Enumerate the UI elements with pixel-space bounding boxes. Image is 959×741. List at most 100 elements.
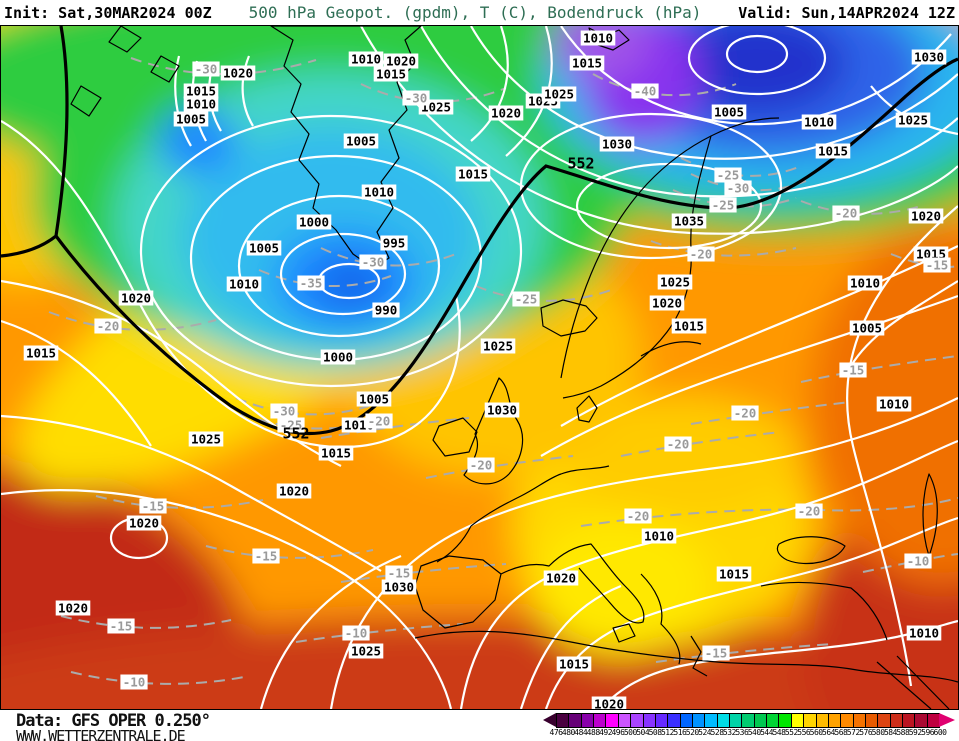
temperature-label: -30 xyxy=(402,90,430,106)
pressure-label: 1010 xyxy=(580,30,616,46)
colorbar-tick: 580 xyxy=(871,728,885,737)
colorbar-segment xyxy=(841,714,854,727)
temperature-label: -20 xyxy=(687,246,715,262)
svg-text:1020: 1020 xyxy=(546,571,576,586)
svg-text:-20: -20 xyxy=(97,319,120,334)
svg-text:1010: 1010 xyxy=(351,52,381,67)
colorbar-tick: 536 xyxy=(735,728,749,737)
pressure-label: 1010 xyxy=(801,114,837,130)
svg-text:1025: 1025 xyxy=(191,432,221,447)
colorbar-tick: 544 xyxy=(760,728,774,737)
colorbar-segment xyxy=(668,714,681,727)
svg-text:-20: -20 xyxy=(470,458,493,473)
colorbar-segment xyxy=(890,714,904,727)
colorbar-tick: 520 xyxy=(685,728,699,737)
svg-text:1020: 1020 xyxy=(279,484,309,499)
pressure-label: 1010 xyxy=(641,528,677,544)
svg-text:-20: -20 xyxy=(368,414,391,429)
pressure-label: 1000 xyxy=(296,214,332,230)
svg-text:1015: 1015 xyxy=(186,84,216,99)
pressure-label: 1010 xyxy=(183,96,219,112)
colorbar-tick: 532 xyxy=(722,728,736,737)
colorbar-segment xyxy=(878,714,891,727)
svg-text:990: 990 xyxy=(375,303,398,318)
colorbar-segment xyxy=(791,714,805,727)
temperature-label: -30 xyxy=(359,254,387,270)
svg-text:-15: -15 xyxy=(110,619,133,634)
svg-text:1020: 1020 xyxy=(594,697,624,710)
colorbar-tick: 556 xyxy=(797,728,811,737)
temperature-label: -30 xyxy=(192,61,220,77)
pressure-label: 1010 xyxy=(906,625,942,641)
svg-text:1010: 1010 xyxy=(644,529,674,544)
website-label: WWW.WETTERZENTRALE.DE xyxy=(16,727,186,741)
svg-text:1020: 1020 xyxy=(223,66,253,81)
svg-text:-20: -20 xyxy=(798,504,821,519)
colorbar-segment xyxy=(767,714,780,727)
pressure-label: 1020 xyxy=(55,600,91,616)
pressure-label: 1020 xyxy=(543,570,579,586)
init-time-label: Init: Sat,30MAR2024 00Z xyxy=(4,3,212,22)
pressure-label: 1015 xyxy=(556,656,592,672)
colorbar-tick: 564 xyxy=(822,728,835,737)
pressure-label: 1015 xyxy=(569,55,605,71)
colorbar-tick: 476 xyxy=(549,728,563,737)
colorbar-segment xyxy=(828,714,842,727)
temperature-label: -10 xyxy=(120,674,148,690)
svg-text:1030: 1030 xyxy=(487,403,517,418)
svg-text:-20: -20 xyxy=(690,247,713,262)
pressure-label: 1005 xyxy=(849,320,885,336)
colorbar-segment xyxy=(692,714,706,727)
svg-text:-15: -15 xyxy=(142,499,165,514)
svg-text:1005: 1005 xyxy=(176,112,206,127)
colorbar-tick: 496 xyxy=(611,728,625,737)
colorbar-tick: 552 xyxy=(784,728,798,737)
pressure-label: 1030 xyxy=(484,402,520,418)
svg-text:-10: -10 xyxy=(123,675,146,690)
svg-text:1025: 1025 xyxy=(660,275,690,290)
svg-text:1010: 1010 xyxy=(804,115,834,130)
svg-text:1015: 1015 xyxy=(376,67,406,82)
svg-text:-25: -25 xyxy=(515,292,538,307)
svg-text:1020: 1020 xyxy=(911,209,941,224)
svg-text:-30: -30 xyxy=(195,62,218,77)
svg-text:1020: 1020 xyxy=(129,516,159,531)
pressure-label: 1015 xyxy=(671,318,707,334)
colorbar-tick: 576 xyxy=(859,728,873,737)
colorbar-segment xyxy=(581,714,595,727)
colorbar-tick: 488 xyxy=(586,728,600,737)
colorbar-segment xyxy=(705,714,718,727)
colorbar-tick: 560 xyxy=(809,728,823,737)
colorbar-right-arrow xyxy=(939,713,955,727)
svg-text:1010: 1010 xyxy=(364,185,394,200)
colorbar-segment xyxy=(779,714,792,727)
colorbar-tick: 492 xyxy=(599,728,613,737)
svg-text:-25: -25 xyxy=(280,418,303,433)
colorbar-segment xyxy=(754,714,768,727)
svg-text:1020: 1020 xyxy=(491,106,521,121)
svg-text:-25: -25 xyxy=(717,168,740,183)
svg-text:-10: -10 xyxy=(907,554,930,569)
svg-text:995: 995 xyxy=(383,236,406,251)
colorbar-tick: 484 xyxy=(574,728,588,737)
svg-text:1010: 1010 xyxy=(909,626,939,641)
colorbar-segment xyxy=(655,714,669,727)
temperature-label: -20 xyxy=(94,318,122,334)
svg-text:-20: -20 xyxy=(627,509,650,524)
colorbar-tick: 596 xyxy=(921,728,935,737)
pressure-label: 1020 xyxy=(488,105,524,121)
colorbar-segment xyxy=(927,714,940,727)
svg-text:1015: 1015 xyxy=(458,167,488,182)
map-footer: Data: GFS OPER 0.250° WWW.WETTERZENTRALE… xyxy=(0,710,959,741)
pressure-label: 1035 xyxy=(671,213,707,229)
colorbar-tick: 600 xyxy=(933,728,947,737)
svg-text:1015: 1015 xyxy=(321,446,351,461)
colorbar-segment xyxy=(643,714,656,727)
temperature-label: -25 xyxy=(709,197,737,213)
temperature-label: -15 xyxy=(839,362,867,378)
pressure-label: 1005 xyxy=(356,391,392,407)
svg-text:-25: -25 xyxy=(712,198,735,213)
svg-text:1025: 1025 xyxy=(351,644,381,659)
colorbar-tick: 592 xyxy=(908,728,922,737)
